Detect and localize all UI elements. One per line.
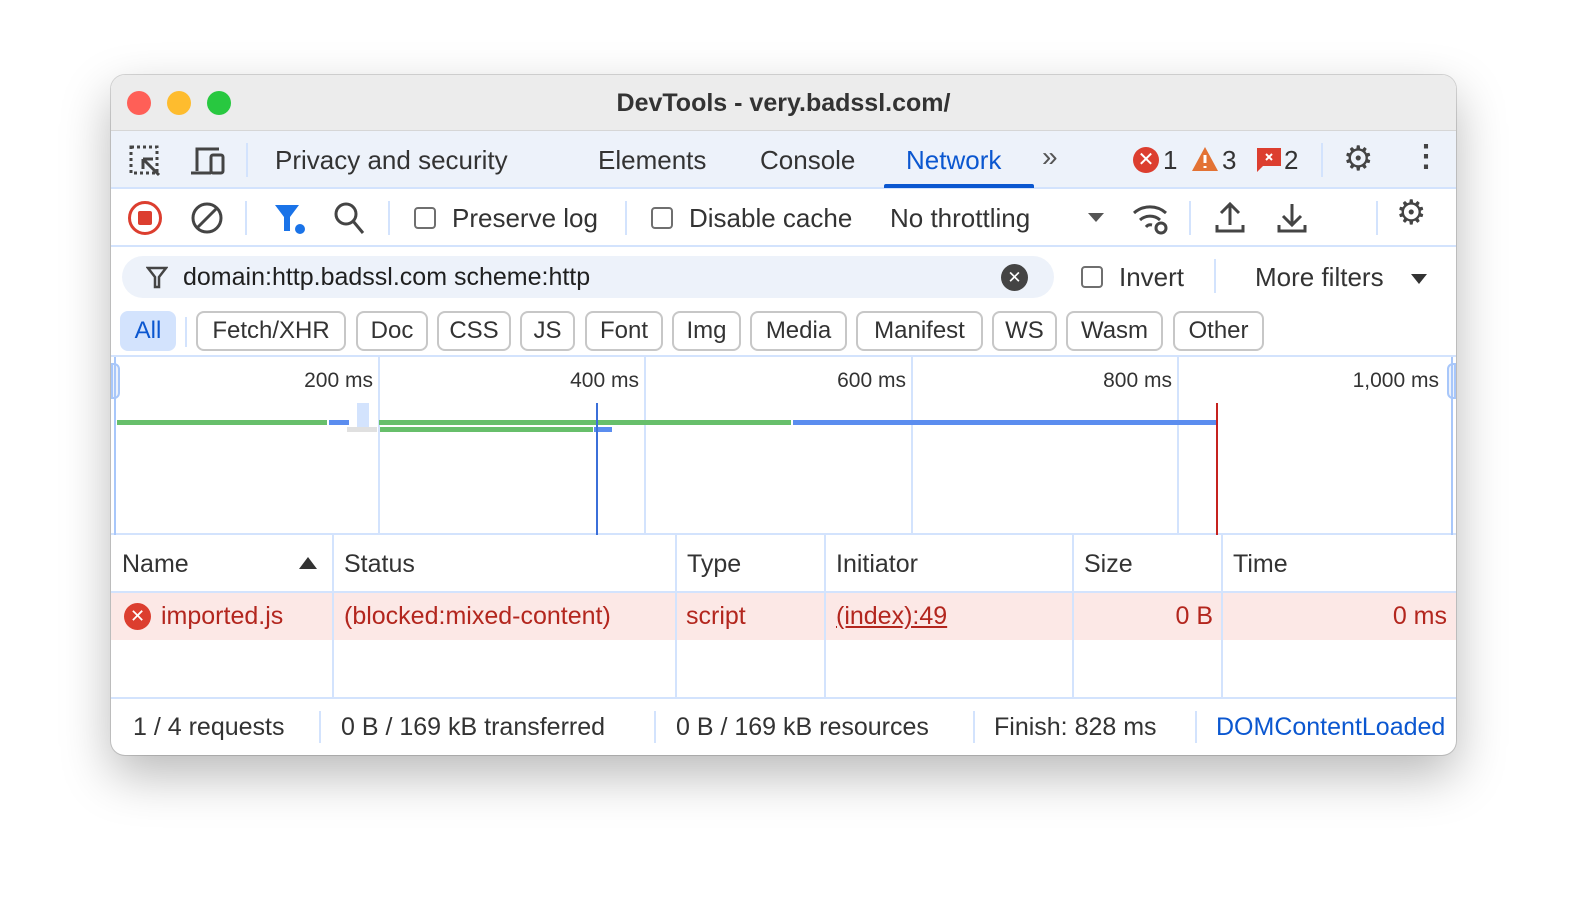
warning-count[interactable]: 3 xyxy=(1222,145,1237,175)
active-tab-indicator xyxy=(884,184,1034,188)
waterfall-bar xyxy=(594,427,612,432)
devtools-window: DevTools - very.badssl.com/ Privacy and … xyxy=(111,75,1456,755)
throttling-select[interactable]: No throttling xyxy=(890,203,1031,233)
type-filter-all[interactable]: All xyxy=(120,311,176,351)
more-filters-button[interactable]: More filters xyxy=(1255,262,1384,292)
device-toolbar-icon[interactable] xyxy=(191,145,227,177)
waterfall-bar xyxy=(347,427,377,432)
request-status: (blocked:mixed-content) xyxy=(344,602,611,630)
invert-checkbox[interactable] xyxy=(1081,266,1103,288)
invert-label[interactable]: Invert xyxy=(1119,262,1185,292)
more-options-icon[interactable]: ⋮ xyxy=(1411,140,1441,173)
requests-table: Name Status Type Initiator Size Time ✕ i… xyxy=(111,535,1456,697)
preserve-log-label[interactable]: Preserve log xyxy=(452,203,598,233)
tick-label: 200 ms xyxy=(304,369,373,392)
window-title: DevTools - very.badssl.com/ xyxy=(616,89,951,117)
sort-ascending-icon[interactable] xyxy=(299,557,317,569)
request-name[interactable]: imported.js xyxy=(161,602,284,630)
disable-cache-checkbox[interactable] xyxy=(651,207,673,229)
panel-tab-bar: Privacy and security Elements Console Ne… xyxy=(111,131,1456,189)
dom-content-loaded-marker xyxy=(596,403,598,535)
tick-label: 1,000 ms xyxy=(1352,369,1439,392)
column-header-name[interactable]: Name xyxy=(111,535,333,593)
clear-icon[interactable] xyxy=(190,201,224,235)
export-har-icon[interactable] xyxy=(1276,201,1308,235)
throttling-dropdown-icon[interactable] xyxy=(1088,213,1104,222)
more-filters-dropdown-icon[interactable] xyxy=(1411,274,1427,284)
network-settings-gear-icon[interactable]: ⚙ xyxy=(1396,194,1427,232)
tab-console[interactable]: Console xyxy=(760,145,856,175)
import-har-icon[interactable] xyxy=(1214,201,1246,235)
column-header-type[interactable]: Type xyxy=(676,535,825,593)
filter-icon[interactable] xyxy=(273,203,307,235)
clear-filter-icon[interactable]: ✕ xyxy=(1001,264,1028,291)
waterfall-bar xyxy=(380,427,593,432)
request-initiator-link[interactable]: (index):49 xyxy=(836,602,948,630)
disable-cache-label[interactable]: Disable cache xyxy=(689,203,853,233)
filter-input[interactable]: domain:http.badssl.com scheme:http ✕ xyxy=(122,256,1054,298)
warning-icon[interactable] xyxy=(1191,146,1219,172)
status-bar: 1 / 4 requests 0 B / 169 kB transferred … xyxy=(111,697,1456,755)
column-header-initiator[interactable]: Initiator xyxy=(825,535,1073,593)
tick-label: 600 ms xyxy=(837,369,906,392)
resources-size: 0 B / 169 kB resources xyxy=(676,713,929,741)
issues-icon[interactable] xyxy=(1256,147,1282,173)
type-filter-media[interactable]: Media xyxy=(750,311,847,351)
load-event-marker xyxy=(1216,403,1218,535)
minimize-window-button[interactable] xyxy=(167,91,191,115)
filter-funnel-icon xyxy=(146,266,168,289)
waterfall-bar xyxy=(117,420,327,425)
dom-content-loaded-time: DOMContentLoaded xyxy=(1216,713,1446,741)
type-filter-ws[interactable]: WS xyxy=(992,311,1057,351)
type-filter-doc[interactable]: Doc xyxy=(356,311,428,351)
more-tabs-icon[interactable]: » xyxy=(1042,141,1058,172)
waterfall-bar xyxy=(379,420,791,425)
network-overview-timeline[interactable]: 200 ms 400 ms 600 ms 800 ms 1,000 ms xyxy=(111,357,1456,535)
type-filter-wasm[interactable]: Wasm xyxy=(1066,311,1163,351)
type-filter-font[interactable]: Font xyxy=(585,311,663,351)
issues-count[interactable]: 2 xyxy=(1284,145,1299,175)
tick-label: 400 ms xyxy=(570,369,639,392)
error-icon[interactable]: ✕ xyxy=(1133,147,1159,173)
waterfall-bar xyxy=(793,420,1217,425)
inspect-element-icon[interactable] xyxy=(129,145,163,177)
requests-count: 1 / 4 requests xyxy=(133,713,285,741)
network-toolbar: Preserve log Disable cache No throttling… xyxy=(111,189,1456,247)
tab-elements[interactable]: Elements xyxy=(598,145,707,175)
finish-time: Finish: 828 ms xyxy=(994,713,1157,741)
column-name-label: Name xyxy=(122,550,189,578)
type-filter-other[interactable]: Other xyxy=(1173,311,1264,351)
table-row[interactable]: ✕ imported.js (blocked:mixed-content) sc… xyxy=(111,593,1456,640)
network-conditions-icon[interactable] xyxy=(1131,201,1171,235)
type-filter-js[interactable]: JS xyxy=(520,311,575,351)
request-type: script xyxy=(686,602,746,630)
request-time: 0 ms xyxy=(1392,602,1447,630)
waterfall-bar xyxy=(357,403,369,429)
search-icon[interactable] xyxy=(333,201,365,235)
tab-network[interactable]: Network xyxy=(906,145,1002,175)
tick-label: 800 ms xyxy=(1103,369,1172,392)
resource-type-filters: All Fetch/XHR Doc CSS JS Font Img Media … xyxy=(111,305,1456,357)
stop-recording-icon[interactable] xyxy=(128,201,162,235)
close-window-button[interactable] xyxy=(127,91,151,115)
request-size: 0 B xyxy=(1175,602,1213,630)
settings-gear-icon[interactable]: ⚙ xyxy=(1343,140,1374,178)
filter-text[interactable]: domain:http.badssl.com scheme:http xyxy=(183,263,591,291)
type-filter-css[interactable]: CSS xyxy=(437,311,511,351)
column-header-time[interactable]: Time xyxy=(1222,535,1456,593)
filter-row: domain:http.badssl.com scheme:http ✕ Inv… xyxy=(111,247,1456,305)
type-filter-manifest[interactable]: Manifest xyxy=(856,311,983,351)
transferred-size: 0 B / 169 kB transferred xyxy=(341,713,606,741)
tab-privacy-and-security[interactable]: Privacy and security xyxy=(275,145,508,175)
title-bar: DevTools - very.badssl.com/ xyxy=(111,75,1456,131)
type-filter-fetch-xhr[interactable]: Fetch/XHR xyxy=(196,311,346,351)
column-header-status[interactable]: Status xyxy=(333,535,676,593)
error-icon: ✕ xyxy=(124,603,151,630)
type-filter-img[interactable]: Img xyxy=(672,311,741,351)
preserve-log-checkbox[interactable] xyxy=(414,207,436,229)
column-header-size[interactable]: Size xyxy=(1073,535,1222,593)
error-count[interactable]: 1 xyxy=(1163,145,1178,175)
waterfall-bar xyxy=(329,420,349,425)
maximize-window-button[interactable] xyxy=(207,91,231,115)
